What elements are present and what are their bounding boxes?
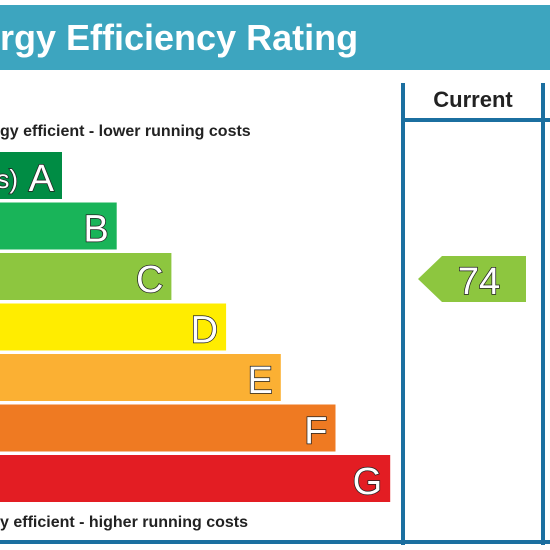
title-bar [0,5,550,70]
band-bar [0,354,281,401]
column-header: Current [433,87,513,112]
band-bar [0,253,172,300]
title: rgy Efficiency Rating [0,17,358,58]
band-bar [0,152,62,199]
band-letter: C [136,259,163,301]
band-range: s) [0,164,18,194]
band-bar [0,303,227,351]
band-letter: G [353,461,383,503]
band-letter: A [29,158,55,200]
band-letter: D [191,310,218,352]
frame [0,83,550,545]
band-bar [0,404,336,452]
band-letter: E [247,360,272,402]
current-arrow [418,256,526,302]
bottom-note: y efficient - higher running costs [0,514,248,531]
band-bar [0,202,117,250]
band-letter: B [83,209,108,251]
band-bar [0,455,391,502]
current-value: 74 [458,261,500,303]
top-note: gy efficient - lower running costs [0,123,251,140]
band-letter: F [304,411,327,453]
